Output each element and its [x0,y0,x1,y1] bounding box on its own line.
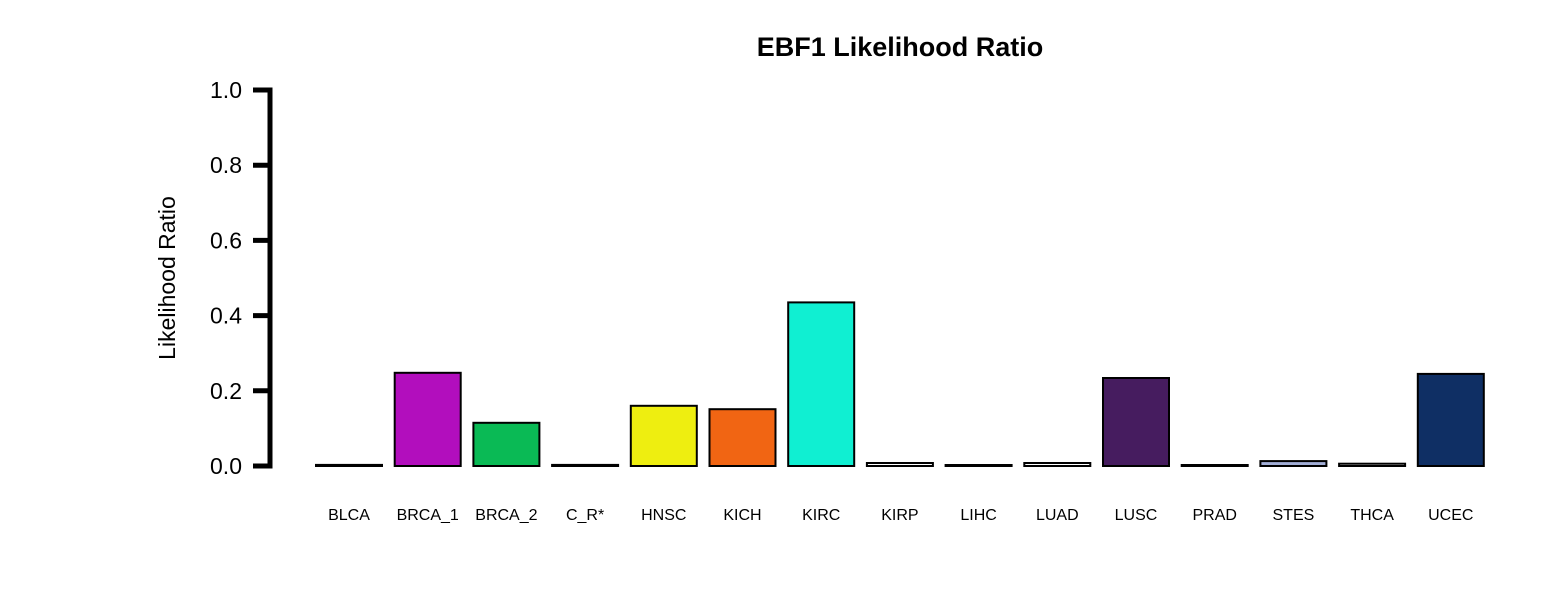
y-tick-label: 0.4 [210,303,242,329]
bar-blca [315,463,383,467]
bar-lihc [944,464,1013,467]
bar-hnsc [629,404,698,467]
x-tick-label: BRCA_1 [397,507,459,524]
bar-stes [1259,460,1328,468]
x-tick-label: STES [1273,507,1315,524]
x-tick-label: KIRC [802,507,840,524]
bar-prad [1180,464,1249,467]
y-tick-label: 1.0 [210,77,242,103]
x-tick-label: LUSC [1115,507,1158,524]
y-axis-label: Likelihood Ratio [154,196,180,360]
x-tick-label: LIHC [960,507,996,524]
bar-luad [1023,462,1092,467]
y-tick-label: 0.6 [210,227,242,253]
y-tick-label: 0.0 [210,453,242,479]
x-tick-label: LUAD [1036,507,1079,524]
x-tick-label: UCEC [1428,507,1473,524]
bar-kirp [865,462,934,467]
x-tick-label: BRCA_2 [475,507,537,524]
bars-group [315,301,1485,468]
bar-kich [708,408,777,468]
x-tick-label: C_R* [566,507,604,524]
x-tick-label: PRAD [1192,507,1236,524]
y-axis: 0.0 0.2 0.4 0.6 0.8 1.0 [210,77,273,479]
bar-c-r [551,463,620,467]
bar-lusc [1102,377,1170,467]
chart-title: EBF1 Likelihood Ratio [757,32,1044,62]
x-tick-label: KIRP [881,507,918,524]
x-axis-labels: BLCA BRCA_1 BRCA_2 C_R* HNSC KICH KIRC KIRP LIHC… [328,507,1473,524]
bar-brca-2 [472,421,541,467]
x-tick-label: THCA [1350,507,1394,524]
x-tick-label: BLCA [328,507,370,524]
bar-brca-1 [393,371,462,467]
y-tick-label: 0.8 [210,152,242,178]
bar-ucec [1416,372,1485,467]
bar-thca [1338,462,1407,468]
x-tick-label: HNSC [641,507,686,524]
x-tick-label: KICH [723,507,761,524]
bar-kirc [787,301,856,467]
y-tick-label: 0.2 [210,378,242,404]
